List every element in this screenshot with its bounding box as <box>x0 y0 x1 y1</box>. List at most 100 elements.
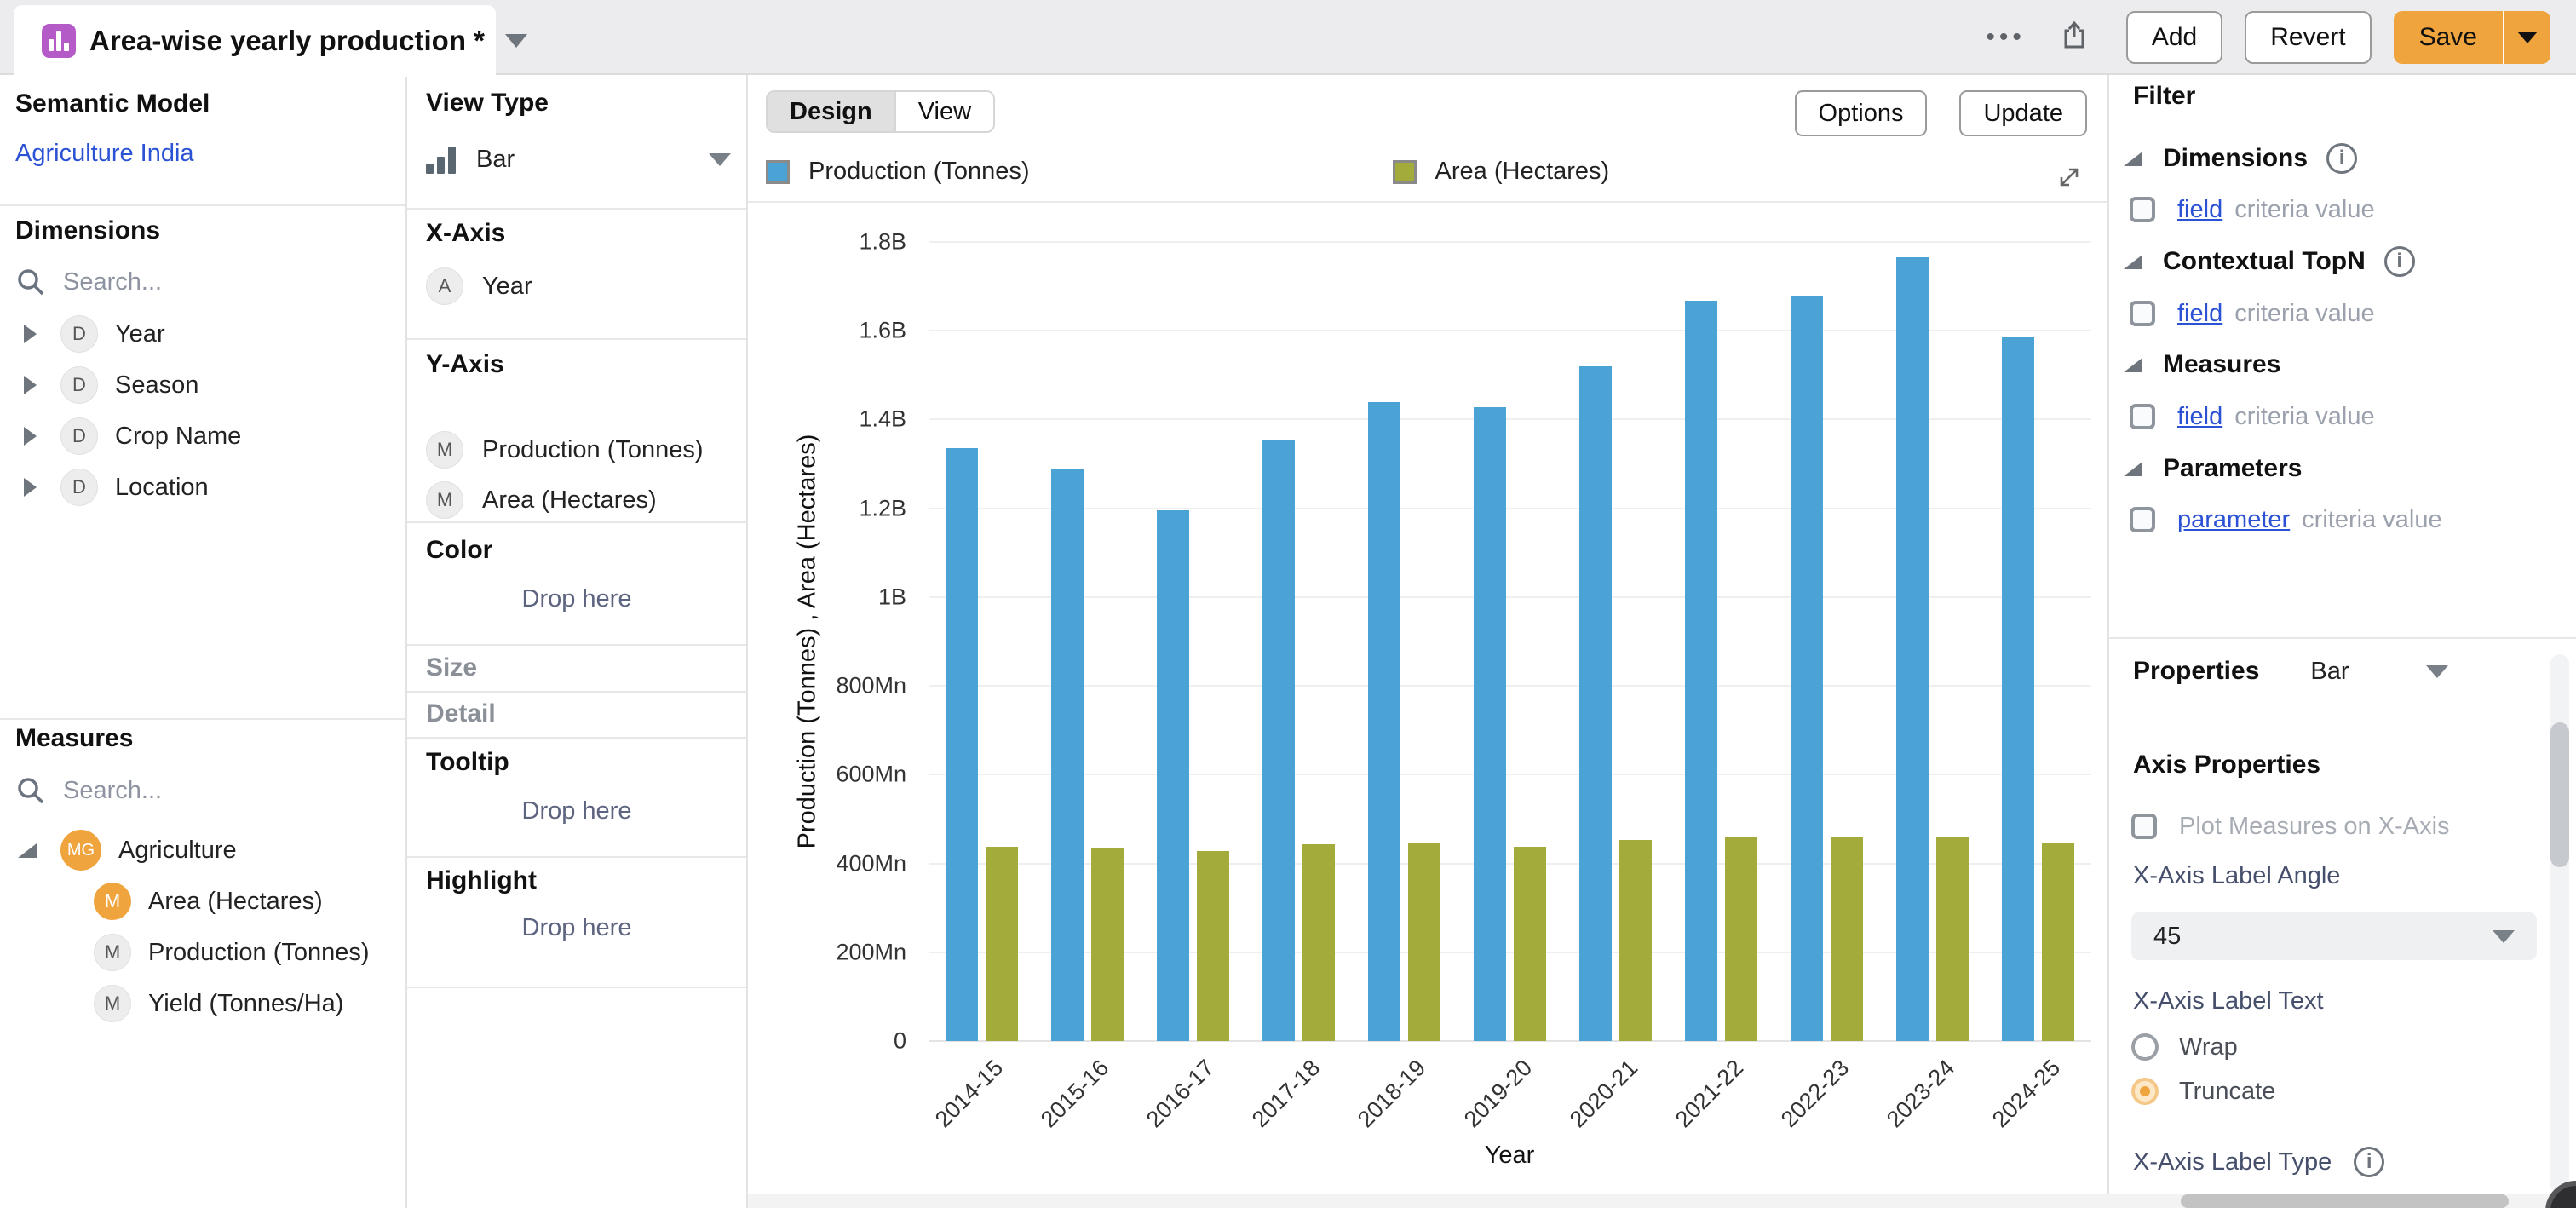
bar-2018-19[interactable] <box>1407 843 1440 1041</box>
bar-2021-22[interactable] <box>1725 837 1758 1041</box>
collapse-icon[interactable] <box>2124 461 2142 476</box>
collapse-icon[interactable] <box>2124 254 2142 269</box>
x-axis-label-angle-select[interactable]: 45 <box>2131 912 2537 960</box>
bar-2023-24[interactable] <box>1896 257 1929 1041</box>
dimension-item-crop-name[interactable]: D Crop Name <box>0 414 405 458</box>
expand-icon[interactable] <box>24 376 37 394</box>
y-axis-field-area[interactable]: M Area (Hectares) <box>426 478 657 522</box>
bar-2016-17[interactable] <box>1156 510 1189 1041</box>
view-type-select[interactable]: Bar <box>426 139 731 180</box>
collapse-icon[interactable] <box>2124 357 2142 372</box>
bar-2024-25[interactable] <box>2002 337 2035 1041</box>
bar-2024-25[interactable] <box>2042 842 2075 1041</box>
bar-2015-16[interactable] <box>1050 468 1084 1041</box>
highlight-drop-zone[interactable]: Drop here <box>521 914 632 941</box>
size-heading[interactable]: Size <box>426 653 478 682</box>
measure-group-agriculture[interactable]: MG Agriculture <box>0 828 405 872</box>
measure-item-area[interactable]: M Area (Hectares) <box>70 879 405 923</box>
filter-checkbox[interactable] <box>2130 197 2155 222</box>
dimensions-search-input[interactable] <box>61 267 317 297</box>
filter-checkbox[interactable] <box>2130 301 2155 326</box>
collapse-icon[interactable] <box>18 843 37 858</box>
bar-2017-18[interactable] <box>1262 439 1295 1041</box>
filter-section-contextual-topn[interactable]: Contextual TopN <box>2109 240 2576 283</box>
add-button[interactable]: Add <box>2125 11 2223 64</box>
measures-search-input[interactable] <box>61 775 317 806</box>
bar-2019-20[interactable] <box>1474 406 1506 1041</box>
collapse-icon[interactable] <box>2124 151 2142 166</box>
caret-down-icon <box>2493 929 2515 943</box>
bar-2015-16[interactable] <box>1090 848 1124 1041</box>
filter-section-parameters[interactable]: Parameters <box>2109 447 2576 490</box>
bar-2018-19[interactable] <box>1367 401 1400 1041</box>
expand-icon[interactable] <box>24 478 37 497</box>
info-icon[interactable] <box>2383 246 2415 277</box>
measure-item-yield[interactable]: M Yield (Tonnes/Ha) <box>70 981 405 1026</box>
more-options-icon[interactable]: ••• <box>1986 23 2026 51</box>
properties-type-value[interactable]: Bar <box>2310 657 2349 685</box>
legend-label: Production (Tonnes) <box>808 158 1030 185</box>
bar-2017-18[interactable] <box>1302 844 1335 1041</box>
gridline <box>929 774 2091 776</box>
legend-item-area[interactable]: Area (Hectares) <box>1392 158 1609 186</box>
field-link[interactable]: field <box>2177 299 2223 327</box>
radio-option-truncate[interactable]: Truncate <box>2131 1074 2275 1108</box>
bar-2022-23[interactable] <box>1791 296 1824 1041</box>
bar-2023-24[interactable] <box>1936 836 1969 1041</box>
expand-icon[interactable] <box>24 325 37 343</box>
vertical-scrollbar-thumb[interactable] <box>2550 722 2569 867</box>
gridline <box>929 1040 2091 1042</box>
dimension-item-season[interactable]: D Season <box>0 363 405 407</box>
options-button[interactable]: Options <box>1794 90 1928 136</box>
filter-checkbox[interactable] <box>2130 507 2155 532</box>
dimensions-tree: D Year D Season D Crop Name D Location <box>0 312 405 516</box>
bar-2016-17[interactable] <box>1196 850 1229 1041</box>
filter-checkbox[interactable] <box>2130 404 2155 429</box>
info-icon[interactable] <box>2326 143 2358 174</box>
field-link[interactable]: field <box>2177 195 2223 223</box>
share-icon[interactable] <box>2058 19 2092 57</box>
y-axis-field-production[interactable]: M Production (Tonnes) <box>426 428 704 472</box>
color-drop-zone[interactable]: Drop here <box>521 585 632 613</box>
revert-button[interactable]: Revert <box>2245 11 2372 64</box>
save-dropdown-button[interactable] <box>2503 11 2550 64</box>
horizontal-scrollbar-track[interactable] <box>748 1194 2576 1208</box>
semantic-model-link[interactable]: Agriculture India <box>15 140 194 167</box>
expand-icon[interactable] <box>24 427 37 446</box>
detail-heading[interactable]: Detail <box>426 699 496 728</box>
expand-icon[interactable] <box>2055 163 2084 192</box>
tooltip-drop-zone[interactable]: Drop here <box>521 797 632 825</box>
bar-2014-15[interactable] <box>985 847 1018 1041</box>
gridline <box>929 418 2091 421</box>
dimension-item-location[interactable]: D Location <box>0 465 405 509</box>
bar-2021-22[interactable] <box>1685 300 1718 1041</box>
document-tab[interactable]: Area-wise yearly production * <box>14 5 527 77</box>
bar-2022-23[interactable] <box>1831 837 1864 1041</box>
measure-item-production[interactable]: M Production (Tonnes) <box>70 930 405 975</box>
bar-2019-20[interactable] <box>1514 846 1546 1041</box>
parameter-link[interactable]: parameter <box>2177 505 2291 533</box>
plot-measures-checkbox[interactable] <box>2131 814 2157 839</box>
bar-2020-21[interactable] <box>1619 839 1653 1041</box>
radio-icon[interactable] <box>2131 1078 2159 1105</box>
x-axis-field-year[interactable]: A Year <box>426 264 532 308</box>
measures-heading: Measures <box>15 724 134 752</box>
caret-down-icon[interactable] <box>2425 664 2448 678</box>
filter-section-measures[interactable]: Measures <box>2109 343 2576 386</box>
bar-2020-21[interactable] <box>1579 365 1613 1041</box>
update-button[interactable]: Update <box>1959 90 2087 136</box>
radio-icon[interactable] <box>2131 1033 2159 1061</box>
tab-view[interactable]: View <box>894 92 994 131</box>
info-icon[interactable] <box>2354 1147 2385 1177</box>
filter-section-dimensions[interactable]: Dimensions <box>2109 137 2576 180</box>
bar-2014-15[interactable] <box>945 448 978 1041</box>
dimension-item-year[interactable]: D Year <box>0 312 405 356</box>
x-axis-tick-label: 2024-25 <box>1987 1055 2066 1133</box>
field-link[interactable]: field <box>2177 402 2223 430</box>
legend-item-production[interactable]: Production (Tonnes) <box>766 158 1030 186</box>
horizontal-scrollbar-thumb[interactable] <box>2181 1194 2509 1208</box>
chevron-down-icon[interactable] <box>504 34 527 48</box>
tab-design[interactable]: Design <box>768 92 894 131</box>
radio-option-wrap[interactable]: Wrap <box>2131 1030 2238 1064</box>
save-button[interactable]: Save <box>2393 11 2503 64</box>
